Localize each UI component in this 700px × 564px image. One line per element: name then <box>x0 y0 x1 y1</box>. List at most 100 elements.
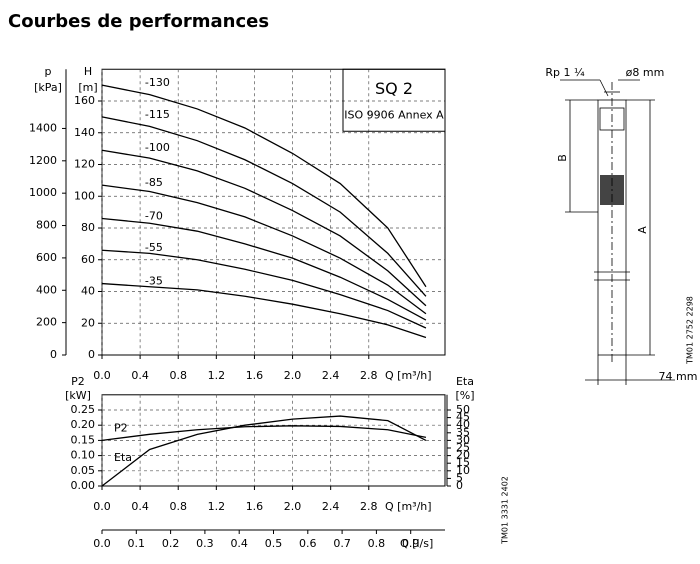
y-tick-label: 20 <box>81 316 95 329</box>
y2-axis-unit: [kPa] <box>34 81 62 94</box>
y2-tick-label: 5 <box>456 471 463 484</box>
y2-tick-label: 10 <box>456 464 470 477</box>
x2-tick-label: 0.2 <box>162 537 180 550</box>
y-tick-label: 60 <box>81 253 95 266</box>
series-label: -35 <box>145 275 163 288</box>
x2-tick-label: 0.4 <box>230 537 248 550</box>
dim-label: Rp 1 ¼ <box>545 66 585 79</box>
pump-drawing: Rp 1 ¼ ø8 mm B A 74 mm <box>545 66 697 385</box>
y2-tick-label: 0 <box>456 479 463 492</box>
y-tick-label: 120 <box>74 158 95 171</box>
y2-tick-label: 800 <box>36 219 57 232</box>
drawing-code: TM01 3331 2402 <box>501 476 510 545</box>
y2-tick-label: 200 <box>36 316 57 329</box>
x-tick-label: 2.4 <box>322 369 340 382</box>
y-tick-label: 0 <box>88 348 95 361</box>
y2-tick-label: 30 <box>456 433 470 446</box>
y-tick-label: 0.10 <box>71 449 96 462</box>
y-tick-label: 140 <box>74 126 95 139</box>
x-tick-label: 2.8 <box>360 500 378 513</box>
x-tick-label: 0.4 <box>131 369 149 382</box>
x2-axis-label: Q [l/s] <box>400 537 433 550</box>
y2-axis-label: Eta <box>456 375 474 388</box>
series-label: -130 <box>145 76 170 89</box>
y-tick-label: 80 <box>81 221 95 234</box>
series-label: Eta <box>114 451 132 464</box>
dim-label: A <box>636 226 649 234</box>
annotation: ISO 9906 Annex A <box>344 108 444 121</box>
y-tick-label: 40 <box>81 285 95 298</box>
y2-axis-label: p <box>45 65 52 78</box>
x2-tick-label: 0.0 <box>93 537 111 550</box>
series-line <box>101 415 427 487</box>
y-tick-label: 100 <box>74 189 95 202</box>
y-axis-label: H <box>84 65 92 78</box>
dim-label: B <box>556 154 569 162</box>
series-line <box>101 184 427 315</box>
x2-tick-label: 0.5 <box>265 537 283 550</box>
x2-tick-label: 0.3 <box>196 537 214 550</box>
x-axis-label: Q [m³/h] <box>385 500 432 513</box>
x-tick-label: 1.2 <box>208 500 226 513</box>
series-label: -115 <box>145 108 170 121</box>
y2-tick-label: 1400 <box>29 121 57 134</box>
x-tick-label: 2.0 <box>284 500 302 513</box>
y2-tick-label: 25 <box>456 441 470 454</box>
y2-tick-label: 40 <box>456 418 470 431</box>
y2-tick-label: 15 <box>456 456 470 469</box>
series-label: -70 <box>145 209 163 222</box>
y-tick-label: 0.20 <box>71 418 96 431</box>
plot-frame <box>101 68 446 356</box>
drawing-code: TM01 2752 2298 <box>686 296 695 365</box>
y2-axis-unit: [%] <box>455 389 474 402</box>
x-tick-label: 1.6 <box>246 500 264 513</box>
y2-tick-label: 0 <box>50 348 57 361</box>
x2-tick-label: 0.7 <box>333 537 351 550</box>
x-tick-label: 2.0 <box>284 369 302 382</box>
page-title: Courbes de performances <box>8 11 269 32</box>
y2-tick-label: 1000 <box>29 186 57 199</box>
annotation: SQ 2 <box>375 79 413 98</box>
series-line <box>101 116 427 297</box>
x-tick-label: 1.6 <box>246 369 264 382</box>
y-tick-label: 0.25 <box>71 403 96 416</box>
y-tick-label: 0.15 <box>71 433 96 446</box>
y-axis-unit: [kW] <box>65 389 91 402</box>
plot-frame <box>101 394 446 487</box>
series-line <box>101 84 427 288</box>
x-tick-label: 0.8 <box>169 500 187 513</box>
dim-label: ø8 mm <box>626 66 665 79</box>
y2-tick-label: 400 <box>36 283 57 296</box>
y2-tick-label: 45 <box>456 411 470 424</box>
series-label: P2 <box>114 421 128 434</box>
series-label: -85 <box>145 176 163 189</box>
series-label: -100 <box>145 141 170 154</box>
x-tick-label: 0.0 <box>93 369 111 382</box>
y-tick-label: 160 <box>74 94 95 107</box>
y2-tick-label: 600 <box>36 251 57 264</box>
x2-tick-label: 0.1 <box>128 537 146 550</box>
y-axis-label: P2 <box>71 375 85 388</box>
y2-tick-label: 20 <box>456 449 470 462</box>
series-line <box>101 425 427 442</box>
x-tick-label: 2.4 <box>322 500 340 513</box>
y-tick-label: 0.05 <box>71 464 96 477</box>
series-line <box>101 217 427 321</box>
x2-tick-label: 0.6 <box>299 537 317 550</box>
series-line <box>101 282 427 339</box>
series-label: -55 <box>145 241 163 254</box>
y2-tick-label: 50 <box>456 403 470 416</box>
y2-tick-label: 1200 <box>29 154 57 167</box>
x-tick-label: 1.2 <box>208 369 226 382</box>
y-axis-unit: [m] <box>78 81 97 94</box>
x-tick-label: 0.8 <box>169 369 187 382</box>
x2-tick-label: 0.9 <box>402 537 420 550</box>
leader <box>599 79 609 97</box>
y-tick-label: 0.00 <box>71 479 96 492</box>
x-tick-label: 0.0 <box>93 500 111 513</box>
x-axis-label: Q [m³/h] <box>385 369 432 382</box>
x2-tick-label: 0.8 <box>368 537 386 550</box>
annotation-box <box>342 68 446 132</box>
dim-label: 74 mm <box>659 370 698 383</box>
